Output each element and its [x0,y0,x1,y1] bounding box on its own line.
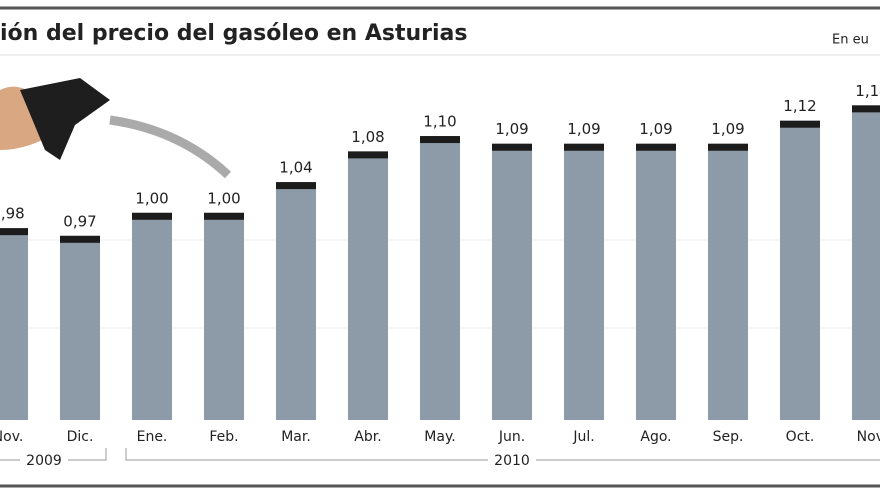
bar-cap [60,235,100,243]
bar-cap [204,212,244,220]
x-tick-label: Dic. [67,429,94,445]
value-label: 1,04 [279,159,312,177]
x-tick-label: May. [424,429,455,445]
x-tick-label: Mar. [281,429,311,445]
pump-illustration [0,78,232,179]
value-label: 1,00 [207,189,240,207]
bar [492,143,532,420]
year-label: 2010 [494,453,530,469]
x-tick-label: Jul. [572,429,594,445]
bar [276,182,316,420]
value-label: 1,12 [783,97,816,115]
x-tick-label: Sep. [713,429,744,445]
value-label: 1,09 [711,120,744,138]
unit-note: En eu [832,33,869,48]
year-label: 2009 [26,453,62,469]
bar-cap [708,143,748,151]
bar-cap [0,228,28,236]
x-tick-label: Feb. [209,429,238,445]
bar-cap [276,182,316,190]
bar-cap [348,151,388,159]
value-label: 0,98 [0,205,25,223]
bar [852,105,880,420]
year-label-bg [488,452,536,468]
x-tick-label: Ene. [137,429,168,445]
bar-cap [420,136,460,144]
bar [636,143,676,420]
bar [132,212,172,420]
x-tick-label: Nov. [857,429,880,445]
bar [204,212,244,420]
x-tick-label: Jun. [498,429,525,445]
chart-title: ión del precio del gasóleo en Asturias [0,21,468,46]
x-tick-label: Abr. [354,429,381,445]
bar-cap [132,212,172,220]
x-tick-label: Nov. [0,429,23,445]
value-label: 0,97 [63,212,96,230]
value-label: 1,08 [351,128,384,146]
frame [0,6,880,488]
value-label: 1,09 [567,120,600,138]
value-label: 1,14 [855,82,880,100]
bar [348,151,388,420]
value-label: 1,10 [423,113,456,131]
value-label: 1,00 [135,189,168,207]
bar-cap [852,105,880,113]
bar [60,235,100,420]
year-label-bg [20,452,68,468]
bar [708,143,748,420]
value-label: 1,09 [495,120,528,138]
bar-cap [780,120,820,128]
bar-cap [636,143,676,151]
bar-cap [492,143,532,151]
bar [0,228,28,420]
value-label: 1,09 [639,120,672,138]
bar-cap [564,143,604,151]
bar [780,120,820,420]
bar [420,136,460,420]
x-tick-label: Oct. [786,429,815,445]
x-tick-label: Ago. [640,429,671,445]
bar [564,143,604,420]
